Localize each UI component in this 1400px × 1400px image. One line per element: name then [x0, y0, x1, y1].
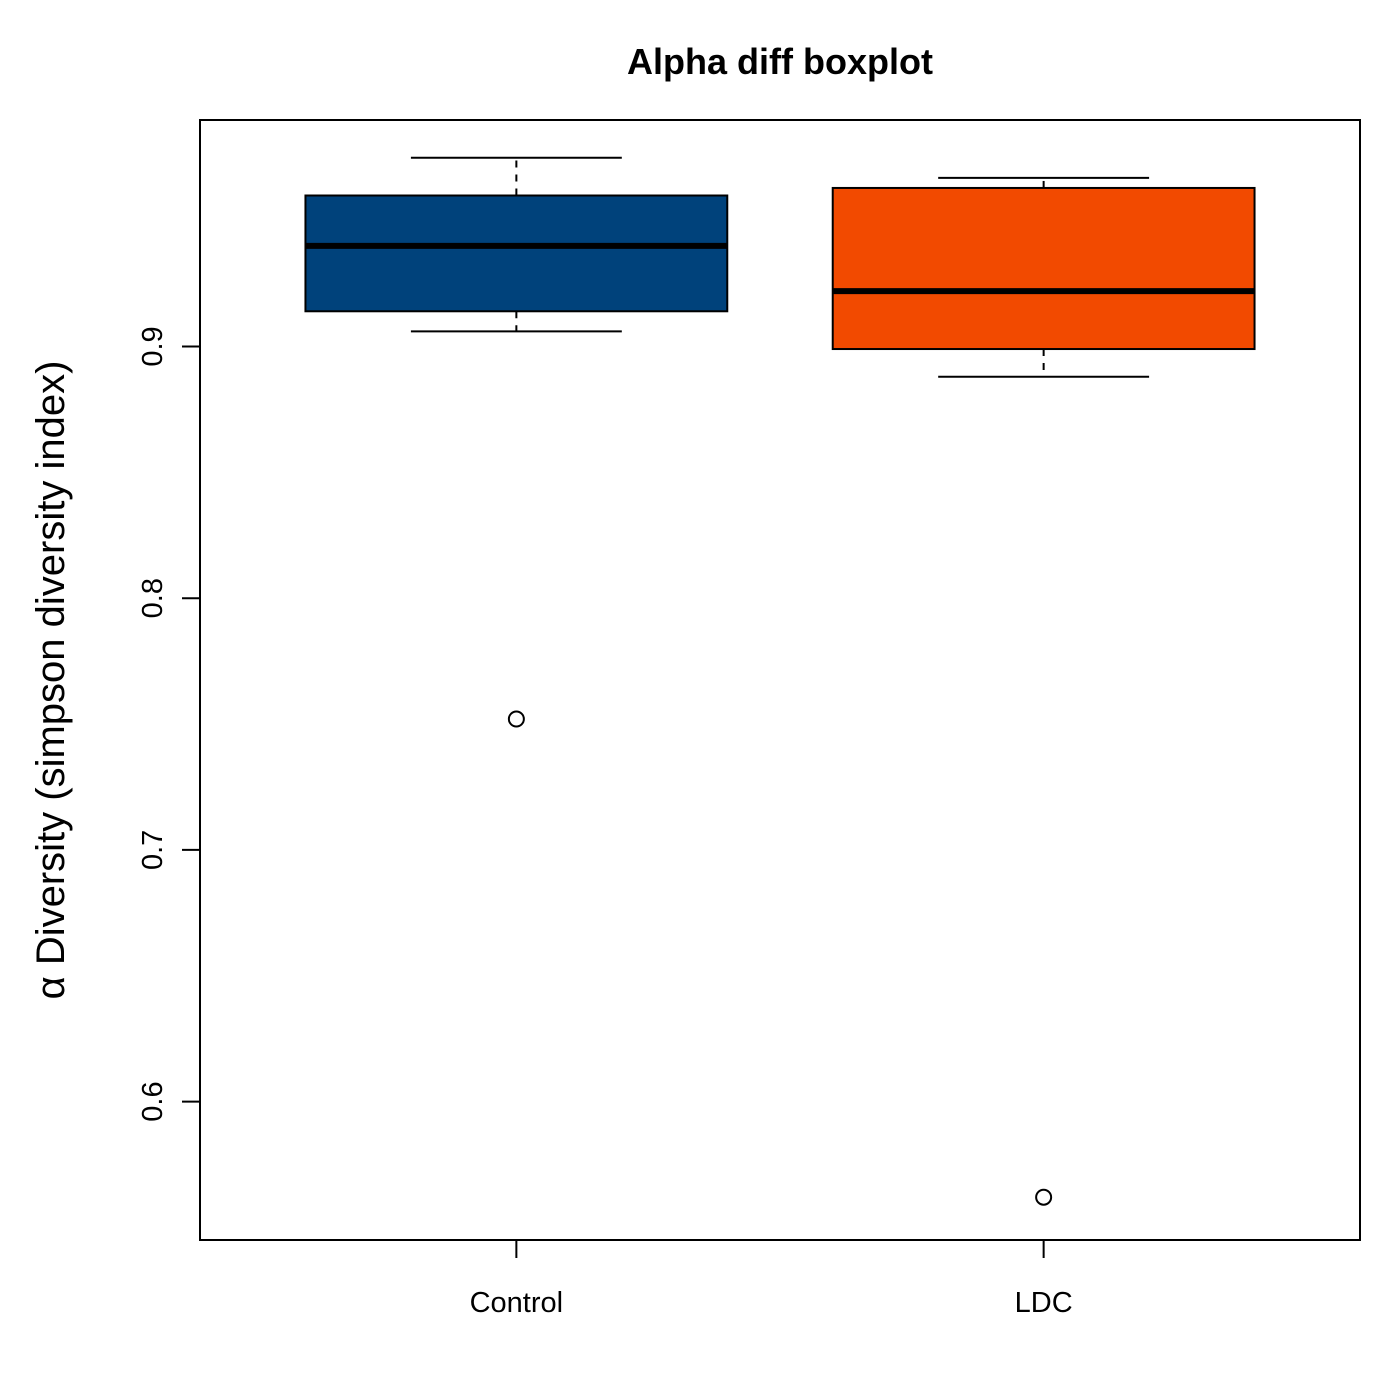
- outlier-point: [1035, 1188, 1053, 1206]
- outlier-point: [507, 710, 525, 728]
- y-tick-label: 0.6: [137, 1081, 169, 1121]
- plot-frame: [199, 119, 1361, 1241]
- y-tick-label: 0.9: [137, 326, 169, 366]
- y-tick-label: 0.8: [137, 578, 169, 618]
- box-ldc: [831, 186, 1256, 351]
- box-control: [304, 194, 729, 313]
- plot-area: 0.6 0.7 0.8 0.9 Control LDC: [137, 156, 1256, 1319]
- x-tick-label: LDC: [1015, 1287, 1073, 1319]
- x-tick-label: Control: [470, 1287, 564, 1319]
- y-axis-label: α Diversity (simpson diversity index): [29, 361, 73, 1000]
- y-tick-label: 0.7: [137, 830, 169, 870]
- chart-title: Alpha diff boxplot: [627, 41, 933, 82]
